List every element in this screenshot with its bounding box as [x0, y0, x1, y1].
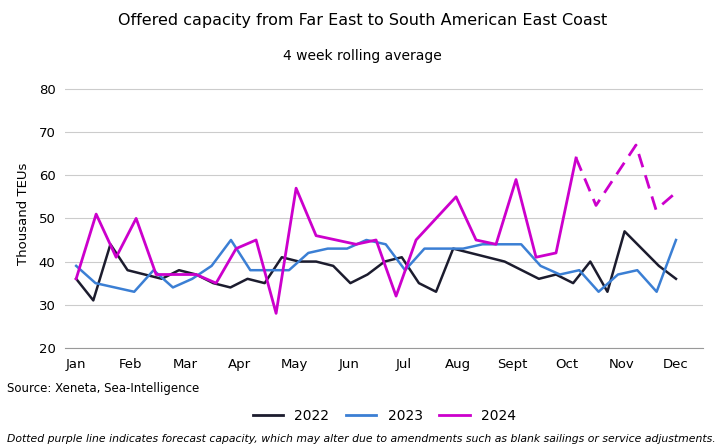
Text: Dotted purple line indicates forecast capacity, which may alter due to amendment: Dotted purple line indicates forecast ca…: [7, 434, 716, 444]
Text: 4 week rolling average: 4 week rolling average: [283, 49, 442, 63]
Text: Source: Xeneta, Sea-Intelligence: Source: Xeneta, Sea-Intelligence: [7, 382, 199, 395]
Legend: 2022, 2023, 2024: 2022, 2023, 2024: [247, 403, 521, 428]
Y-axis label: Thousand TEUs: Thousand TEUs: [17, 163, 30, 265]
Text: Offered capacity from Far East to South American East Coast: Offered capacity from Far East to South …: [118, 13, 607, 29]
